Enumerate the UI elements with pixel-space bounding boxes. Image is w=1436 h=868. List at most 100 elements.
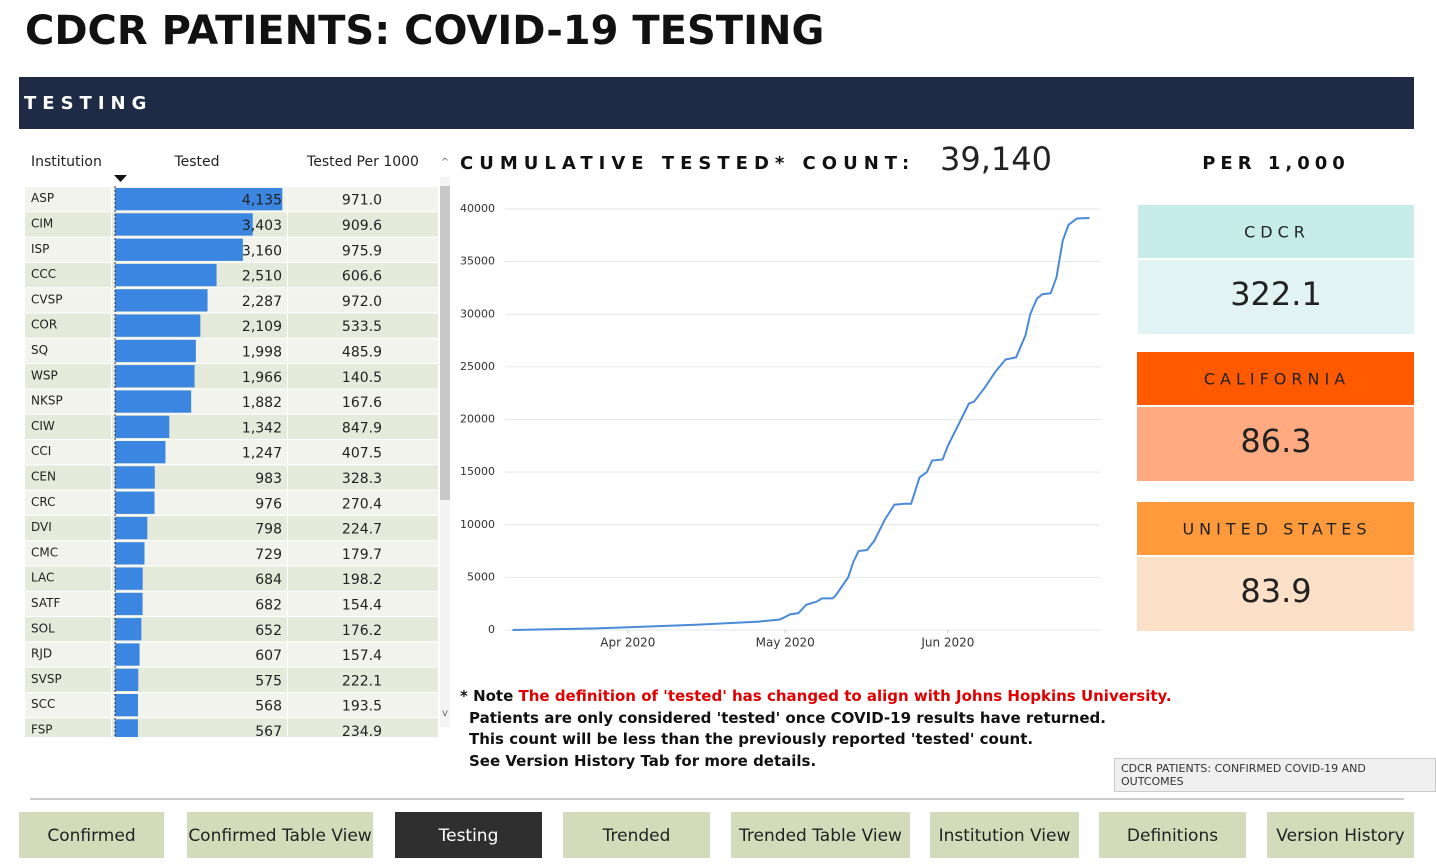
cell (25, 642, 111, 667)
per-1000: 167.6 (342, 395, 382, 411)
scroll-thumb[interactable] (440, 186, 450, 500)
cell (288, 364, 438, 389)
tab[interactable]: Testing (395, 812, 542, 858)
cell (288, 693, 438, 718)
cell (25, 338, 111, 364)
cell (25, 667, 111, 692)
scroll-down[interactable]: v (442, 708, 448, 719)
cell (288, 667, 438, 692)
bar (115, 466, 155, 489)
cell (288, 718, 438, 737)
x-tick-label: Apr 2020 (600, 636, 655, 650)
per-1000: 270.4 (342, 496, 382, 512)
note-line: * Note The definition of 'tested' has ch… (460, 686, 1172, 708)
bar (115, 390, 192, 413)
cell (288, 338, 438, 364)
column-header: Institution (31, 154, 102, 170)
institution: COR (31, 318, 57, 332)
cell (112, 718, 287, 737)
tab[interactable]: Confirmed Table View (187, 812, 373, 858)
card-label: CDCR (1244, 223, 1310, 242)
bar (115, 567, 143, 590)
per-1000: 847.9 (342, 420, 382, 436)
bar (115, 213, 253, 236)
cell (25, 262, 111, 288)
tab[interactable]: Trended (563, 812, 710, 858)
total-count: 39,140 (940, 140, 1052, 178)
institution: CRC (31, 495, 56, 509)
bar (115, 314, 201, 337)
per-1000: 176.2 (342, 623, 382, 639)
institution: WSP (31, 368, 58, 382)
institution: RJD (31, 647, 52, 661)
cell (288, 187, 438, 212)
bar (115, 719, 138, 737)
per-1000: 193.5 (342, 699, 382, 715)
tested: 2,287 (242, 294, 282, 310)
cell (288, 465, 438, 490)
cell (288, 313, 438, 338)
y-tick-label: 5000 (467, 570, 495, 583)
card-header (1137, 502, 1414, 555)
cell (288, 515, 438, 541)
tested: 567 (255, 724, 282, 740)
cell (25, 541, 111, 566)
cell (25, 515, 111, 541)
cell (25, 187, 111, 212)
tested: 1,966 (242, 370, 282, 386)
cell (288, 389, 438, 414)
cell (25, 364, 111, 389)
bar (115, 516, 148, 540)
tested: 2,109 (242, 319, 282, 335)
bar (115, 441, 166, 464)
y-tick-label: 35000 (460, 255, 495, 268)
card-body (1137, 557, 1414, 631)
cell (112, 667, 287, 692)
cell (25, 389, 111, 414)
bar (115, 188, 283, 211)
x-tick-label: May 2020 (756, 636, 815, 650)
per-1000: 975.9 (342, 243, 382, 259)
y-tick-label: 20000 (460, 413, 495, 426)
per-1000: 154.4 (342, 597, 382, 613)
tab[interactable]: Definitions (1099, 812, 1246, 858)
scroll-up[interactable]: ^ (441, 157, 449, 168)
x-tick-label: Jun 2020 (920, 636, 974, 650)
institution: CVSP (31, 292, 62, 306)
cell (112, 693, 287, 718)
note-line: This count will be less than the previou… (469, 730, 1034, 748)
cell (288, 262, 438, 288)
bar (115, 339, 196, 363)
cell (25, 617, 111, 642)
cell (25, 465, 111, 490)
cell (288, 237, 438, 262)
tested: 1,247 (242, 446, 282, 462)
line (512, 217, 1090, 631)
tab[interactable]: Version History (1267, 812, 1414, 858)
cell (25, 414, 111, 439)
cell (288, 212, 438, 237)
tested: 983 (255, 471, 282, 487)
tested: 798 (255, 522, 282, 538)
note: * Note The definition of 'tested' has ch… (460, 686, 1172, 772)
tab[interactable]: Institution View (930, 812, 1079, 858)
tested: 1,342 (242, 420, 282, 436)
tab[interactable]: Trended Table View (731, 812, 910, 858)
y-tick-label: 40000 (460, 202, 495, 215)
per-1000: 198.2 (342, 572, 382, 588)
cell (288, 642, 438, 667)
y-tick-label: 30000 (460, 307, 495, 320)
cell (288, 591, 438, 617)
card-value: 83.9 (1240, 572, 1311, 610)
cell (288, 566, 438, 591)
tooltip: CDCR PATIENTS: CONFIRMED COVID-19 AND OU… (1114, 758, 1436, 792)
bar (115, 365, 195, 388)
tested: 3,160 (242, 243, 282, 259)
cell (25, 212, 111, 237)
column-header: Tested (173, 154, 219, 170)
tested: 652 (255, 623, 282, 639)
institution: SCC (31, 697, 55, 711)
tab[interactable]: Confirmed (19, 812, 164, 858)
cell (25, 237, 111, 262)
table-body: ASP 4,135 971.0 CIM 3,403 909.6 ISP 3,160 975.9 C… (25, 187, 438, 740)
